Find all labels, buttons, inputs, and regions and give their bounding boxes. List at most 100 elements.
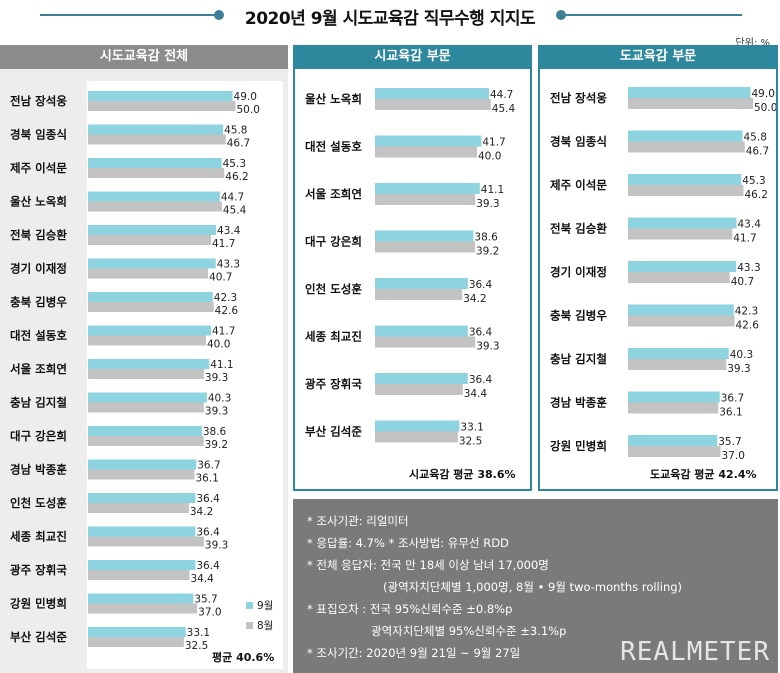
bar-aug [88,268,209,279]
bar-sep [628,130,743,142]
category-label: 울산 노옥희 [305,92,362,106]
value-label-sep: 35.7 [718,436,741,448]
category-label: 전남 장석웅 [10,94,67,108]
value-label-sep: 33.1 [460,422,483,434]
bar-sep [88,593,194,604]
value-label-aug: 45.4 [223,205,247,217]
legend-swatch-aug [246,622,253,629]
value-label-aug: 39.2 [205,439,228,451]
value-label-sep: 45.8 [224,125,247,137]
bar-aug [375,146,477,158]
value-label-sep: 36.7 [197,460,220,472]
value-label-sep: 45.3 [742,175,765,187]
value-label-sep: 43.4 [738,219,762,231]
chart-city: 울산 노옥희 44.7 45.4 대전 설동호 41.7 40.0 서울 조희연 41.1 39… [305,88,515,448]
value-label-sep: 49.0 [752,88,775,100]
bar-sep [628,261,737,272]
category-label: 경남 박종훈 [550,396,607,410]
bar-sep [88,158,222,168]
value-label-sep: 36.4 [469,279,493,291]
legend-swatch-sep [246,602,253,609]
bar-aug [628,402,719,414]
bar-aug [375,99,491,110]
bar-aug [88,201,222,212]
bar-sep [628,174,742,185]
category-label: 경북 임종식 [550,135,607,149]
title-bar: 2020년 9월 시도교육감 직무수행 지지도 [0,0,780,30]
note-response-rate: * 응답률: 4.7% * 조사방법: 유무선 RDD [307,536,509,550]
bar-aug [88,536,204,547]
category-label: 서울 조희연 [10,362,67,376]
bar-sep [88,124,224,135]
bar-sep [88,493,196,503]
average-city: 시교육감 평균 38.6% [409,468,516,481]
bar-sep [88,459,197,470]
bar-aug [88,469,195,480]
value-label-sep: 33.1 [187,627,210,639]
value-label-sep: 36.4 [469,374,493,386]
bar-aug [88,369,204,379]
bar-aug [88,402,204,413]
unit-label: 단위: % [735,38,770,49]
bar-aug [88,235,212,245]
note-agency: * 조사기관: 리얼미터 [307,514,409,528]
category-label: 대구 강은희 [305,235,362,249]
value-label-sep: 44.7 [221,192,244,204]
bar-aug [628,315,735,327]
average-overall: 평균 40.6% [212,651,275,664]
category-label: 충남 김지철 [550,352,607,366]
value-label-sep: 41.1 [481,184,504,196]
bar-sep [375,88,489,99]
value-label-aug: 39.2 [476,246,499,258]
bar-sep [375,325,468,337]
value-label-aug: 39.3 [205,406,228,418]
bar-aug [375,289,463,300]
category-label: 대전 설동호 [10,329,67,343]
value-label-sep: 41.7 [482,137,505,149]
brand-logo: REALMETER [620,637,770,667]
note-sampling-error: * 표집오차 : 전국 95%신뢰수준 ±0.8%p [307,602,513,616]
value-label-sep: 41.1 [210,359,233,371]
bar-sep [88,91,233,101]
category-label: 대전 설동호 [305,140,362,154]
bar-aug [88,302,214,312]
category-label: 제주 이석문 [550,178,607,192]
value-label-aug: 34.4 [464,388,488,400]
survey-notes: * 조사기관: 리얼미터 * 응답률: 4.7% * 조사방법: 유무선 RDD… [293,499,778,673]
bar-sep [88,292,213,302]
bar-aug [628,272,730,283]
bar-aug [88,101,236,111]
title-right-dot [556,10,566,20]
bar-sep [88,560,196,570]
category-label: 세종 최교진 [305,330,362,344]
bar-sep [375,135,482,147]
value-label-aug: 32.5 [459,436,482,448]
value-label-aug: 46.2 [225,171,248,183]
bar-aug [375,336,476,348]
panel-overall-title: 시도교육감 전체 [0,45,288,69]
value-label-sep: 36.4 [196,560,220,572]
panel-overall: 시도교육감 전체 전남 장석웅 49.0 50.0 경북 임종식 45.8 46.7 제주 … [0,45,288,673]
value-label-sep: 42.3 [214,292,237,304]
value-label-aug: 50.0 [754,102,776,114]
value-label-aug: 34.2 [190,506,213,518]
title-right-line [562,14,742,16]
category-label: 제주 이석문 [10,161,67,175]
value-label-aug: 46.7 [227,138,250,150]
bar-aug [88,637,184,647]
bar-sep [88,627,186,637]
value-label-sep: 36.4 [196,527,220,539]
legend-label-aug: 8월 [257,620,273,632]
value-label-aug: 46.2 [745,189,768,201]
value-label-aug: 39.3 [205,372,228,384]
bar-sep [375,278,468,289]
category-label: 인천 도성훈 [10,496,67,510]
bar-sep [88,526,196,537]
value-label-aug: 40.0 [478,151,501,163]
panel-city: 시교육감 부문 울산 노옥희 44.7 45.4 대전 설동호 41.7 40.0 서울 조… [293,45,532,491]
category-label: 대구 강은희 [10,429,67,443]
value-label-sep: 44.7 [490,89,513,101]
bar-sep [88,325,212,336]
title-left-line [40,14,218,16]
value-label-aug: 50.0 [237,104,260,116]
